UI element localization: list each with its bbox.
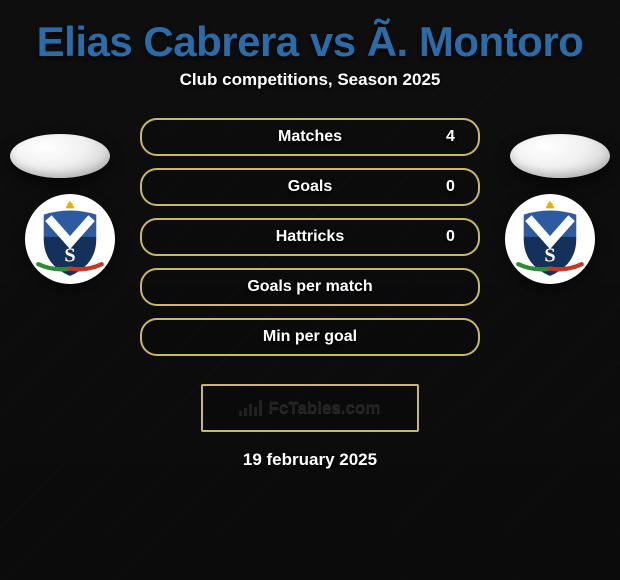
stat-label: Goals per match — [197, 278, 423, 296]
player-photo-right — [510, 134, 610, 178]
player-photo-left — [10, 134, 110, 178]
stat-row: Goals 0 — [140, 168, 480, 206]
stat-value-right: 0 — [423, 178, 478, 196]
page-title: Elias Cabrera vs Ã. Montoro — [0, 18, 620, 66]
date: 19 february 2025 — [0, 450, 620, 470]
stat-row: Hattricks 0 — [140, 218, 480, 256]
svg-text:S: S — [64, 244, 75, 266]
stat-row: Min per goal — [140, 318, 480, 356]
stat-value-right: 4 — [423, 128, 478, 146]
subtitle: Club competitions, Season 2025 — [0, 70, 620, 90]
stat-label: Matches — [197, 128, 423, 146]
stat-row: Matches 4 — [140, 118, 480, 156]
stat-label: Min per goal — [197, 328, 423, 346]
team-badge-right: S — [505, 194, 595, 284]
stat-label: Hattricks — [197, 228, 423, 246]
stat-label: Goals — [197, 178, 423, 196]
brand-name: FcTables.com — [268, 398, 380, 418]
brand-box: FcTables.com — [201, 384, 419, 432]
stats-table: Matches 4 Goals 0 Hattricks 0 Goals per … — [140, 118, 480, 356]
stat-row: Goals per match — [140, 268, 480, 306]
svg-text:S: S — [544, 244, 555, 266]
team-badge-left: S — [25, 194, 115, 284]
chart-icon — [239, 400, 262, 416]
stat-value-right: 0 — [423, 228, 478, 246]
